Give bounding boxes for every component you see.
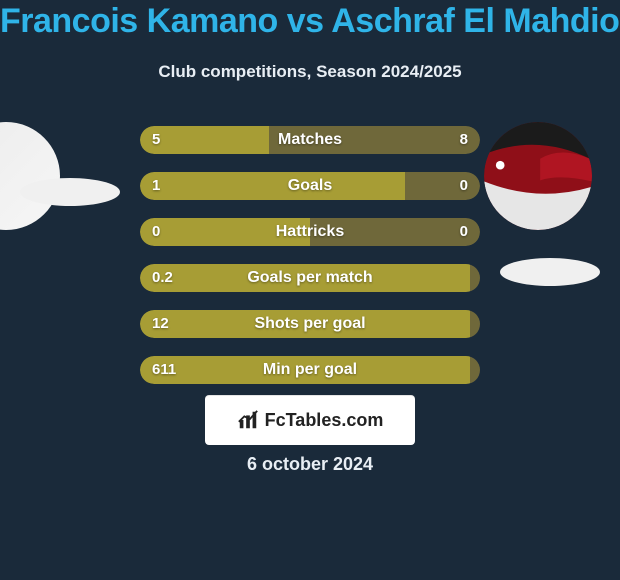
player-right-shadow: [500, 258, 600, 286]
stat-row: Shots per goal12: [140, 310, 480, 338]
stat-row: Goals per match0.2: [140, 264, 480, 292]
stat-bar-left: [140, 264, 470, 292]
player-left-shadow: [20, 178, 120, 206]
stat-bar-right: [405, 172, 480, 200]
player-right-avatar-graphic: [484, 122, 592, 230]
stat-bar-left: [140, 356, 470, 384]
stat-row: Hattricks00: [140, 218, 480, 246]
stat-bar-left: [140, 218, 310, 246]
brand-badge: FcTables.com: [205, 395, 415, 445]
stat-value-left: 12: [152, 310, 169, 338]
footer-date: 6 october 2024: [0, 454, 620, 475]
stat-bar-right: [470, 356, 480, 384]
page-title: Francois Kamano vs Aschraf El Mahdioui: [0, 2, 620, 41]
stat-value-left: 1: [152, 172, 160, 200]
stat-value-right: 0: [460, 172, 468, 200]
comparison-infographic: Francois Kamano vs Aschraf El Mahdioui C…: [0, 0, 620, 580]
stat-row: Matches58: [140, 126, 480, 154]
brand-chart-icon: [237, 409, 259, 431]
stat-row: Min per goal611: [140, 356, 480, 384]
stat-value-left: 5: [152, 126, 160, 154]
stat-bar-right: [470, 264, 480, 292]
player-left-avatar: [0, 122, 60, 230]
stat-value-right: 0: [460, 218, 468, 246]
player-right-avatar: [484, 122, 592, 230]
stat-value-left: 611: [152, 356, 176, 384]
stat-value-right: 8: [460, 126, 468, 154]
stat-bar-right: [470, 310, 480, 338]
stat-row: Goals10: [140, 172, 480, 200]
brand-text: FcTables.com: [265, 410, 384, 431]
stat-bar-left: [140, 310, 470, 338]
stat-bar-right: [310, 218, 480, 246]
stat-value-left: 0.2: [152, 264, 173, 292]
stat-value-left: 0: [152, 218, 160, 246]
page-subtitle: Club competitions, Season 2024/2025: [0, 62, 620, 82]
stat-bar-left: [140, 172, 405, 200]
stat-bars: Matches58Goals10Hattricks00Goals per mat…: [140, 126, 480, 402]
stat-bar-right: [269, 126, 480, 154]
